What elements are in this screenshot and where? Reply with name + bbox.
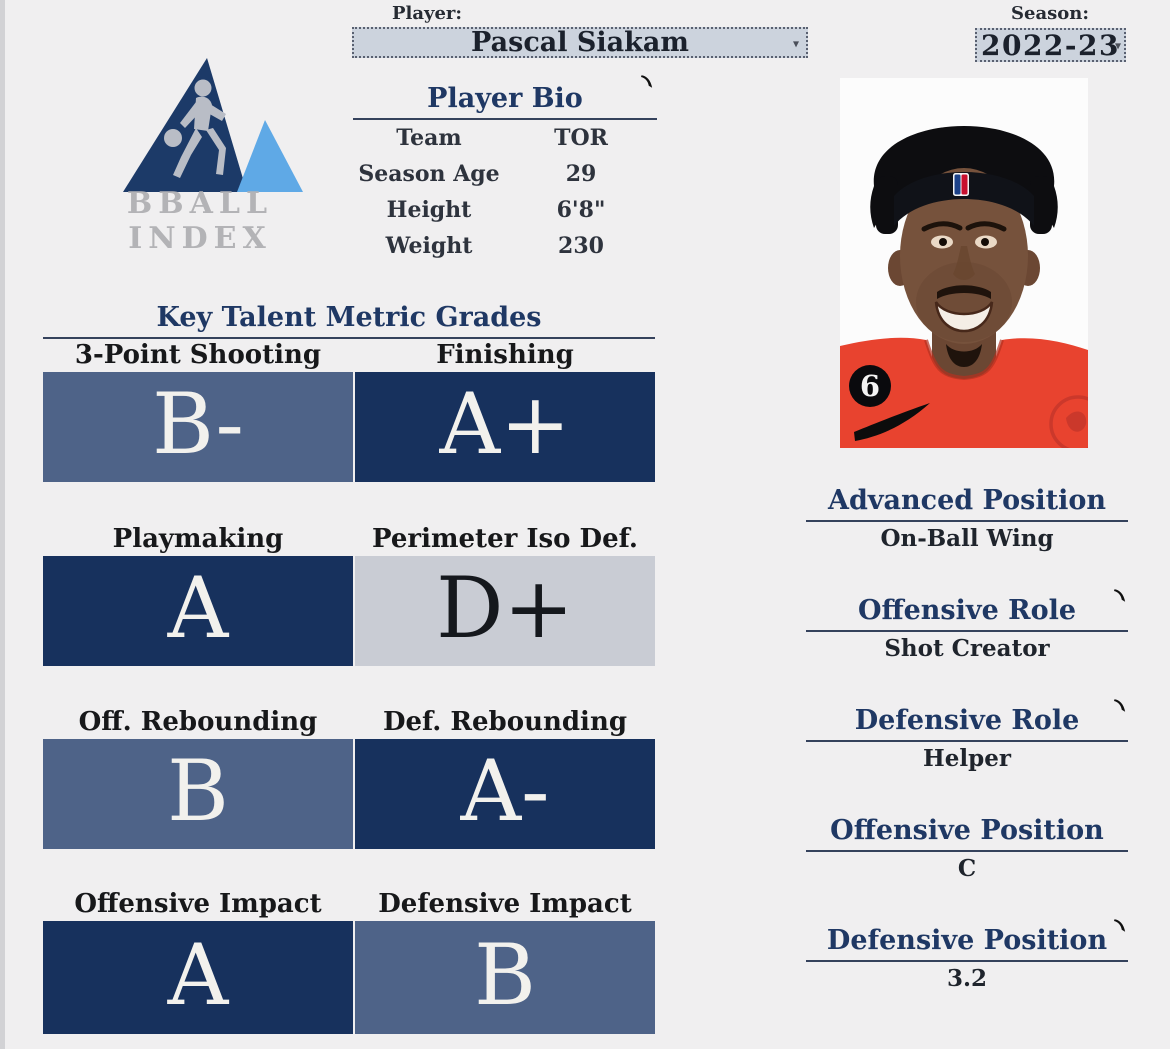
jersey-badge: 6 — [849, 365, 891, 407]
left-edge-divider — [0, 0, 5, 1049]
grades-section-title: Key Talent Metric Grades — [43, 301, 655, 339]
position-title: Offensive Position — [806, 814, 1128, 852]
grade-label: Off. Rebounding — [78, 707, 318, 737]
jersey-badge-number: 6 — [860, 369, 880, 403]
logo-blue-triangle — [237, 120, 303, 192]
grade-label: Defensive Impact — [378, 889, 632, 919]
grade-box: A+ — [355, 372, 655, 482]
bio-row: Season Age 29 — [353, 156, 657, 192]
grade-value: B — [474, 925, 536, 1024]
bio-value: 6'8" — [556, 197, 606, 223]
grade-cell-playmaking: Playmaking A — [43, 524, 353, 666]
bio-label: Weight — [385, 233, 473, 259]
headband — [894, 172, 1034, 226]
grade-value: B- — [152, 375, 244, 473]
grade-box: A — [43, 556, 353, 666]
dropdown-arrow-icon: ▾ — [1114, 38, 1121, 53]
grade-box: B — [43, 739, 353, 849]
note-marker-icon — [641, 75, 653, 88]
grade-value: A — [167, 925, 229, 1024]
grade-value: A+ — [439, 375, 571, 473]
grade-label: Def. Rebounding — [382, 707, 628, 737]
bio-value: TOR — [554, 125, 608, 151]
season-select-label: Season: — [1011, 3, 1089, 24]
bio-value: 230 — [558, 233, 604, 259]
grade-box: A — [43, 921, 353, 1034]
bio-row: Height 6'8" — [353, 192, 657, 228]
grade-cell-3pt-shooting: 3-Point Shooting B- — [43, 340, 353, 482]
brand-wordmark: BBALL INDEX — [126, 186, 274, 256]
position-value: Helper — [923, 745, 1011, 772]
grade-value: A — [167, 559, 229, 657]
grade-label: Playmaking — [112, 524, 284, 554]
position-value: Shot Creator — [884, 635, 1050, 662]
season-select-value: 2022-23 — [980, 28, 1120, 62]
note-marker-icon — [1114, 699, 1126, 712]
advanced-position-section: Advanced Position On-Ball Wing — [806, 484, 1128, 552]
position-value: 3.2 — [946, 965, 987, 992]
position-value: On-Ball Wing — [880, 525, 1054, 552]
defensive-position-section: Defensive Position 3.2 — [806, 919, 1128, 992]
grade-label: Offensive Impact — [74, 889, 322, 919]
grade-cell-finishing: Finishing A+ — [355, 340, 655, 482]
nike-swoosh-icon — [854, 403, 930, 441]
player-photo-illustration: 6 — [840, 78, 1088, 448]
position-title: Defensive Role — [806, 704, 1128, 742]
bio-label: Season Age — [358, 161, 500, 187]
grade-label: Finishing — [436, 340, 574, 370]
bio-label: Height — [386, 197, 472, 223]
grade-value: D+ — [436, 559, 574, 657]
grade-cell-perimeter-iso-def: Perimeter Iso Def. D+ — [355, 524, 655, 666]
grade-box: D+ — [355, 556, 655, 666]
note-marker-icon — [1114, 589, 1126, 602]
position-title: Offensive Role — [806, 594, 1128, 632]
bball-index-logo — [123, 58, 303, 192]
defensive-role-section: Defensive Role Helper — [806, 699, 1128, 772]
grade-value: B — [167, 742, 229, 840]
offensive-position-section: Offensive Position C — [806, 814, 1128, 882]
note-marker-icon — [1114, 919, 1126, 932]
raptors-logo-icon — [1049, 395, 1088, 448]
grade-cell-defensive-impact: Defensive Impact B — [355, 889, 655, 1034]
grade-cell-off-rebounding: Off. Rebounding B — [43, 707, 353, 849]
player-select[interactable]: Pascal Siakam ▾ — [352, 27, 808, 58]
player-bio-section: Player Bio Team TOR Season Age 29 Height… — [353, 75, 657, 264]
position-title: Defensive Position — [806, 924, 1128, 962]
offensive-role-section: Offensive Role Shot Creator — [806, 589, 1128, 662]
bio-row: Team TOR — [353, 120, 657, 156]
bio-value: 29 — [565, 161, 597, 187]
grade-box: A- — [355, 739, 655, 849]
player-bio-title: Player Bio — [353, 82, 657, 120]
grade-value: A- — [460, 742, 550, 840]
position-title: Advanced Position — [806, 484, 1128, 522]
season-select[interactable]: 2022-23 ▾ — [975, 28, 1126, 62]
grade-cell-offensive-impact: Offensive Impact A — [43, 889, 353, 1034]
grade-box: B- — [43, 372, 353, 482]
basketball-player-icon — [164, 79, 226, 178]
dropdown-arrow-icon: ▾ — [792, 36, 799, 51]
grade-box: B — [355, 921, 655, 1034]
bio-row: Weight 230 — [353, 228, 657, 264]
player-select-value: Pascal Siakam — [471, 27, 689, 58]
bio-label: Team — [396, 125, 462, 151]
player-photo: 6 — [840, 78, 1088, 448]
grade-label: 3-Point Shooting — [74, 340, 322, 370]
position-value: C — [957, 855, 977, 882]
nba-logo-icon — [953, 173, 969, 196]
grade-cell-def-rebounding: Def. Rebounding A- — [355, 707, 655, 849]
grade-label: Perimeter Iso Def. — [372, 524, 638, 554]
player-select-label: Player: — [391, 3, 463, 24]
